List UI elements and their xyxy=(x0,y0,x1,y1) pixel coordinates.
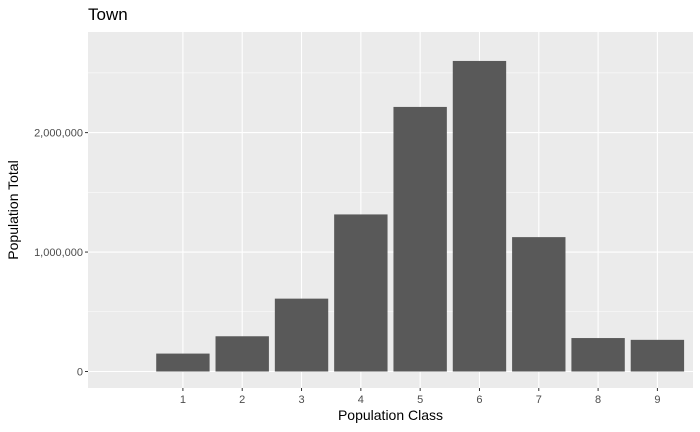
bar-1 xyxy=(156,353,210,372)
x-tick-label: 4 xyxy=(358,394,364,406)
x-tick-label: 1 xyxy=(180,394,186,406)
y-axis: 0 1,000,000 2,000,000 xyxy=(34,128,88,379)
bar-7 xyxy=(512,237,566,372)
y-tick-label: 1,000,000 xyxy=(34,247,83,259)
bar-4 xyxy=(334,214,388,372)
x-tick-label: 3 xyxy=(298,394,304,406)
bar-5 xyxy=(393,106,447,372)
x-axis: 1 2 3 4 5 6 7 8 9 xyxy=(180,388,660,406)
bars xyxy=(156,60,685,372)
bar-8 xyxy=(571,338,625,372)
plot-panel xyxy=(88,32,693,388)
x-axis-title: Population Class xyxy=(338,407,443,423)
x-tick-label: 5 xyxy=(417,394,423,406)
y-axis-title: Population Total xyxy=(5,160,21,259)
bar-2 xyxy=(215,336,269,372)
x-tick-label: 6 xyxy=(476,394,482,406)
y-tick-label: 0 xyxy=(77,367,83,379)
x-tick-label: 2 xyxy=(239,394,245,406)
chart-title: Town xyxy=(88,5,128,24)
minor-gridlines xyxy=(88,72,693,313)
x-tick-label: 7 xyxy=(536,394,542,406)
bar-6 xyxy=(452,60,507,372)
x-tick-label: 8 xyxy=(595,394,601,406)
bar-3 xyxy=(274,298,329,372)
x-tick-label: 9 xyxy=(654,394,660,406)
bar-9 xyxy=(630,339,685,372)
y-tick-label: 2,000,000 xyxy=(34,128,83,140)
